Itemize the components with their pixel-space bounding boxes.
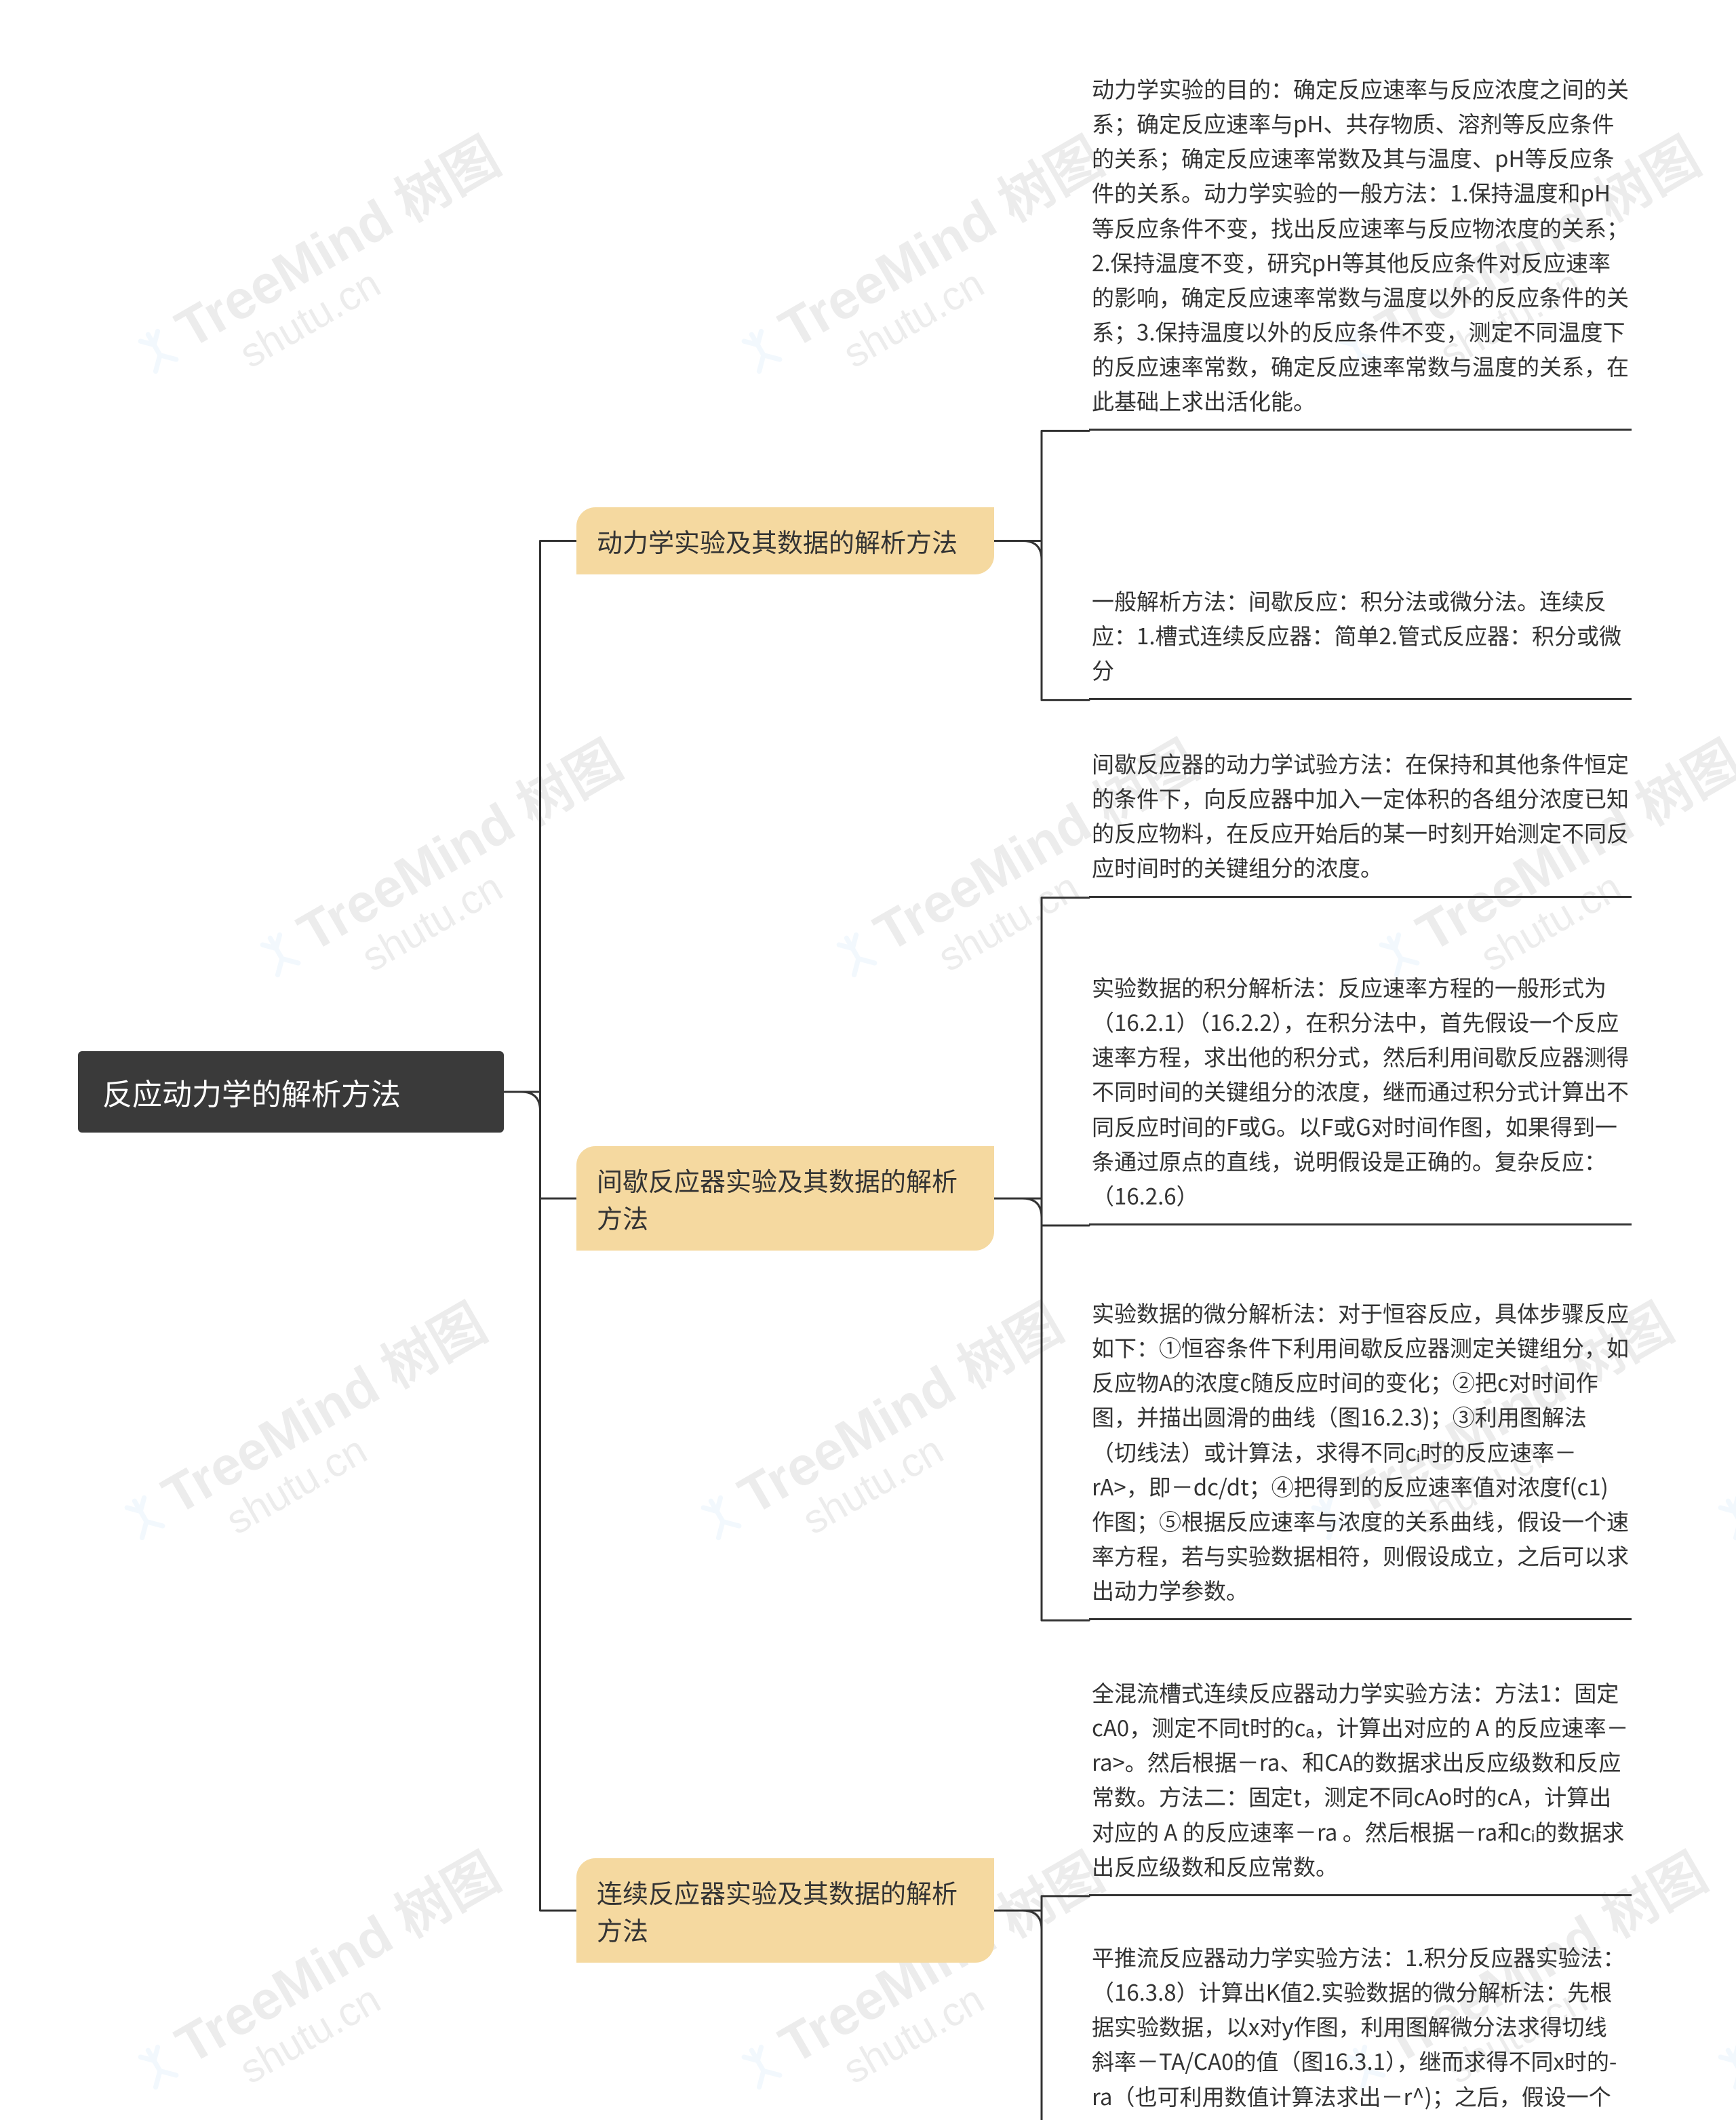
watermark: TreeMind 树图shutu.cn [717,115,1135,425]
leaf-cstr-method: 全混流槽式连续反应器动力学实验方法：方法1：固定cA0，测定不同t时的cₐ，计算… [1089,1668,1632,1896]
watermark: TreeMind 树图shutu.cn [1693,1830,1736,2120]
branch-batch-reactor[interactable]: 间歇反应器实验及其数据的解析方法 [576,1146,994,1251]
watermark: TreeMind 树图shutu.cn [113,1830,532,2120]
mindmap-canvas: TreeMind 树图shutu.cnTreeMind 树图shutu.cnTr… [0,0,1736,2120]
leaf-batch-method: 间歇反应器的动力学试验方法：在保持和其他条件恒定的条件下，向反应器中加入一定体积… [1089,739,1632,898]
watermark: TreeMind 树图shutu.cn [113,115,532,425]
leaf-integral-analysis: 实验数据的积分解析法：反应速率方程的一般形式为（16.2.1）（16.2.2），… [1089,963,1632,1225]
root-node[interactable]: 反应动力学的解析方法 [78,1051,504,1133]
watermark: TreeMind 树图shutu.cn [100,1281,518,1591]
leaf-kinetics-purpose: 动力学实验的目的：确定反应速率与反应浓度之间的关系；确定反应速率与pH、共存物质… [1089,64,1632,431]
branch-continuous-reactor[interactable]: 连续反应器实验及其数据的解析方法 [576,1858,994,1963]
leaf-general-analysis: 一般解析方法：间歇反应：积分法或微分法。连续反应：1.槽式连续反应器：简单2.管… [1089,576,1632,700]
watermark: TreeMind 树图shutu.cn [235,718,654,1028]
leaf-pfr-method: 平推流反应器动力学实验方法：1.积分反应器实验法：（16.3.8）计算出K值2.… [1089,1933,1632,2120]
leaf-differential-analysis: 实验数据的微分解析法：对于恒容反应，具体步骤反应如下：①恒容条件下利用间歇反应器… [1089,1289,1632,1620]
watermark: TreeMind 树图shutu.cn [1693,1281,1736,1591]
watermark: TreeMind 树图shutu.cn [676,1281,1094,1591]
branch-kinetics-experiment[interactable]: 动力学实验及其数据的解析方法 [576,507,994,574]
